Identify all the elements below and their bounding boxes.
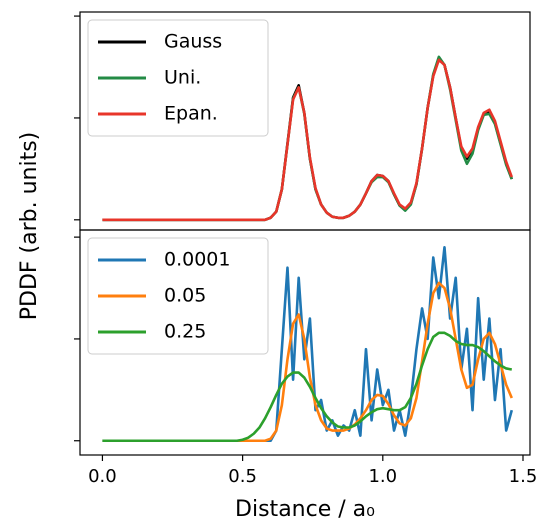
y-axis-label: PDDF (arb. units)	[17, 132, 42, 321]
legend-label: Uni.	[164, 67, 201, 89]
x-tick-label: 0.5	[228, 466, 257, 487]
legend-label: Epan.	[164, 103, 218, 125]
legend-label: 0.05	[164, 285, 206, 307]
plot-frame	[79, 229, 531, 456]
series-line	[102, 58, 514, 222]
x-tick-label: 1.0	[368, 466, 397, 487]
legend-label: 0.25	[164, 321, 206, 343]
legend-label: 0.0001	[164, 249, 230, 271]
x-axis-label: Distance / a₀	[235, 497, 375, 522]
legend-box	[87, 237, 269, 355]
series-line	[102, 331, 513, 443]
legend-box	[87, 19, 269, 137]
x-tick-label: 1.5	[509, 466, 538, 487]
x-tick-label: 0.0	[88, 466, 117, 487]
legend-label: Gauss	[164, 31, 222, 53]
